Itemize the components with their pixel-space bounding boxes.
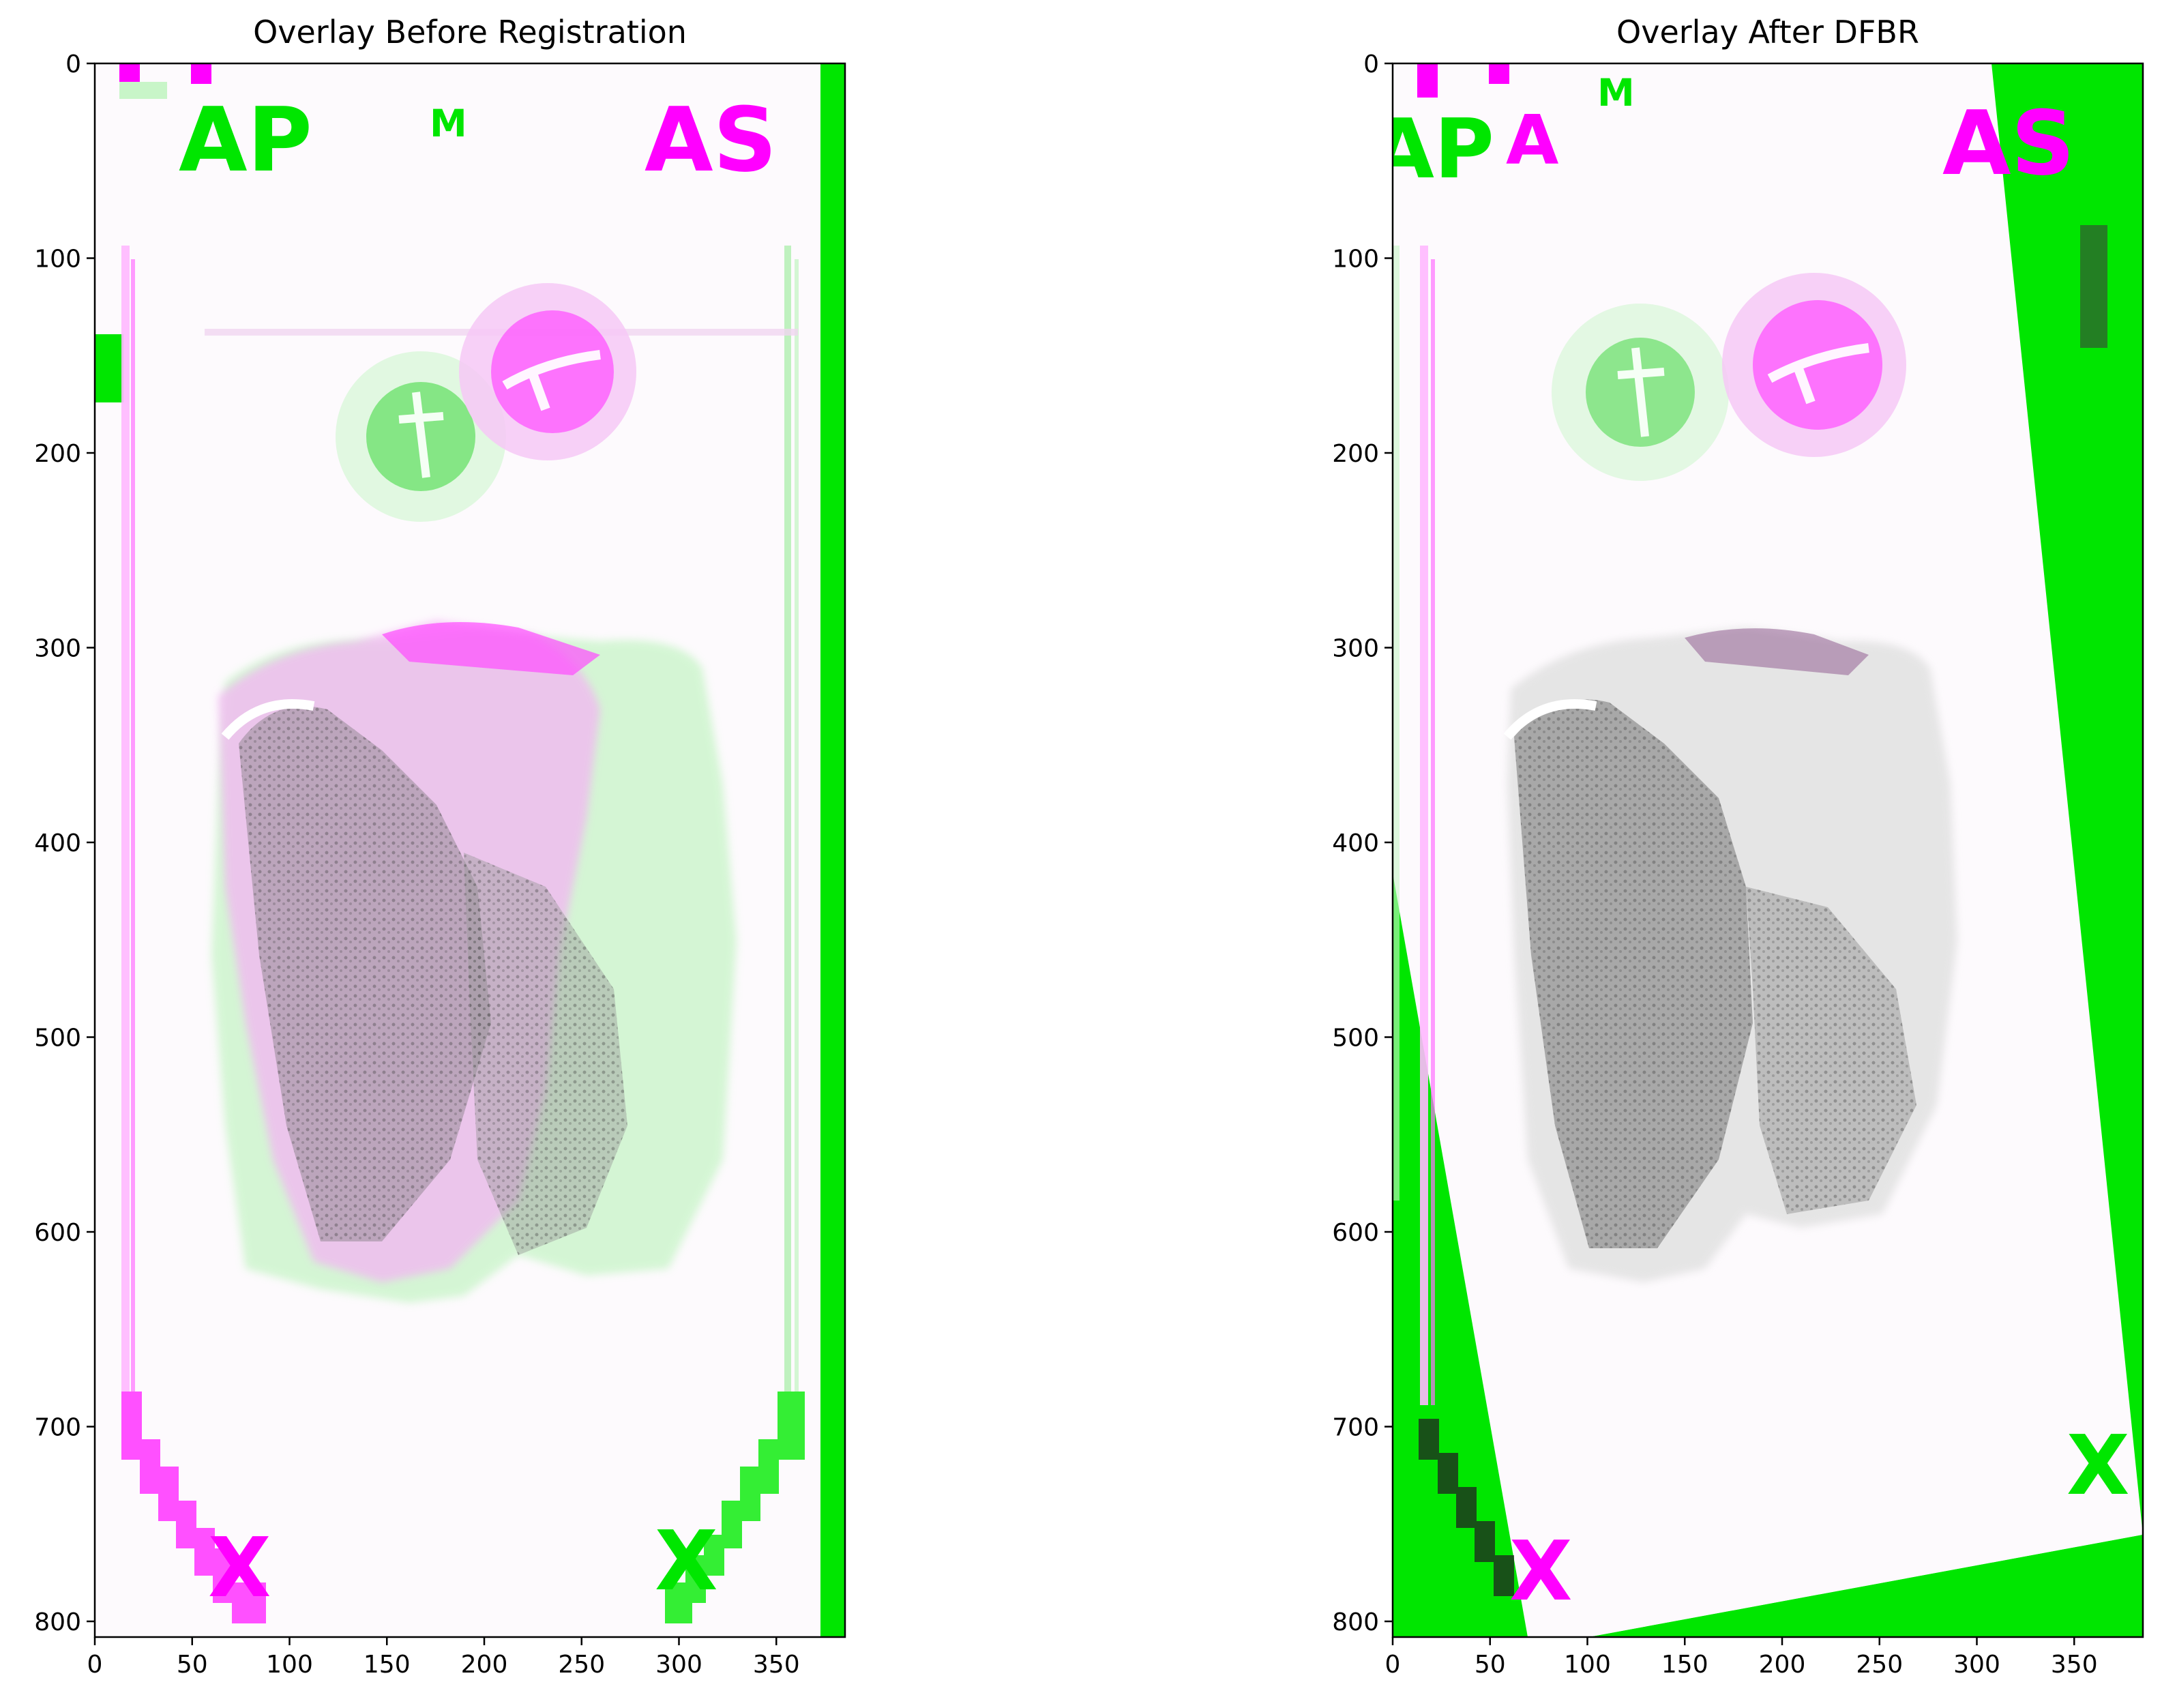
main-tissue-section: [1503, 628, 1957, 1282]
x-tick-label: 200: [461, 1651, 508, 1679]
x-tick-label: 250: [558, 1651, 605, 1679]
y-tick-label: 400: [34, 829, 81, 857]
y-tick-label: 800: [34, 1608, 81, 1636]
panel-title: Overlay Before Registration: [253, 14, 687, 50]
y-tick-label: 600: [34, 1219, 81, 1247]
panel-after: Overlay After DFBR: [1332, 14, 2144, 1679]
panel-before: Overlay Before Registration: [34, 14, 846, 1679]
y-tick-label: 0: [65, 50, 81, 78]
x-tick-label: 150: [1661, 1651, 1708, 1679]
x-tick-label: 250: [1856, 1651, 1903, 1679]
slide-letter-a: A: [1506, 100, 1558, 180]
slide-letter-x-left: X: [208, 1521, 271, 1616]
x-axis: 0 50 100 150 200 250 300 350: [1385, 1637, 2098, 1679]
x-tick-label: 200: [1759, 1651, 1806, 1679]
x-tick-label: 150: [364, 1651, 411, 1679]
panel-title: Overlay After DFBR: [1616, 14, 1919, 50]
x-tick-label: 0: [87, 1651, 103, 1679]
y-tick-label: 200: [34, 440, 81, 468]
y-tick-label: 700: [1332, 1414, 1379, 1442]
y-tick-label: 800: [1332, 1608, 1379, 1636]
green-edge-strip: [820, 63, 845, 1637]
slide-letter-x-left: X: [1509, 1525, 1573, 1619]
y-tick-label: 300: [1332, 635, 1379, 663]
y-tick-label: 400: [1332, 829, 1379, 857]
x-tick-label: 300: [1953, 1651, 2000, 1679]
x-tick-label: 100: [266, 1651, 313, 1679]
x-tick-label: 350: [2051, 1651, 2098, 1679]
y-tick-label: 500: [34, 1025, 81, 1052]
slide-letter-x-right: X: [655, 1514, 718, 1609]
slide-letter-x-right: X: [2067, 1419, 2130, 1514]
y-tick-label: 200: [1332, 440, 1379, 468]
x-tick-label: 350: [753, 1651, 800, 1679]
y-axis: 0 100 200 300 400 500 600 700 800: [1332, 50, 1393, 1636]
overlay-image-before: AP M AS X X: [95, 63, 845, 1637]
main-tissue-section: [211, 621, 737, 1303]
x-tick-label: 100: [1564, 1651, 1611, 1679]
axes-frame: [1391, 62, 2144, 1638]
y-tick-label: 300: [34, 635, 81, 663]
slide-letter-m: M: [430, 102, 467, 145]
slide-letter-ap: AP: [1371, 102, 1494, 197]
y-tick-label: 100: [34, 246, 81, 274]
y-tick-label: 0: [1363, 50, 1379, 78]
overlay-image-after: AP A M AS X X: [1371, 63, 2143, 1637]
x-tick-label: 50: [177, 1651, 208, 1679]
axes-frame: [93, 62, 846, 1638]
corner-staircase-left: [121, 1392, 266, 1623]
x-tick-label: 0: [1385, 1651, 1401, 1679]
y-tick-label: 100: [1332, 246, 1379, 274]
corner-staircase-left: [1419, 1419, 1514, 1596]
x-axis: 0 50 100 150 200 250 300 350: [87, 1637, 800, 1679]
y-tick-label: 500: [1332, 1025, 1379, 1052]
y-axis: 0 100 200 300 400 500 600 700 800: [34, 50, 95, 1636]
slide-letter-as: AS: [1942, 91, 2075, 195]
y-tick-label: 700: [34, 1414, 81, 1442]
slide-letter-m: M: [1597, 71, 1635, 115]
small-tissue-sections: [1552, 273, 1906, 481]
slide-letter-ap: AP: [179, 88, 312, 192]
x-tick-label: 300: [655, 1651, 702, 1679]
slide-letter-as: AS: [645, 88, 777, 192]
corner-staircase-right: [665, 1392, 805, 1623]
small-tissue-sections: [336, 283, 636, 522]
y-tick-label: 600: [1332, 1219, 1379, 1247]
x-tick-label: 50: [1475, 1651, 1506, 1679]
